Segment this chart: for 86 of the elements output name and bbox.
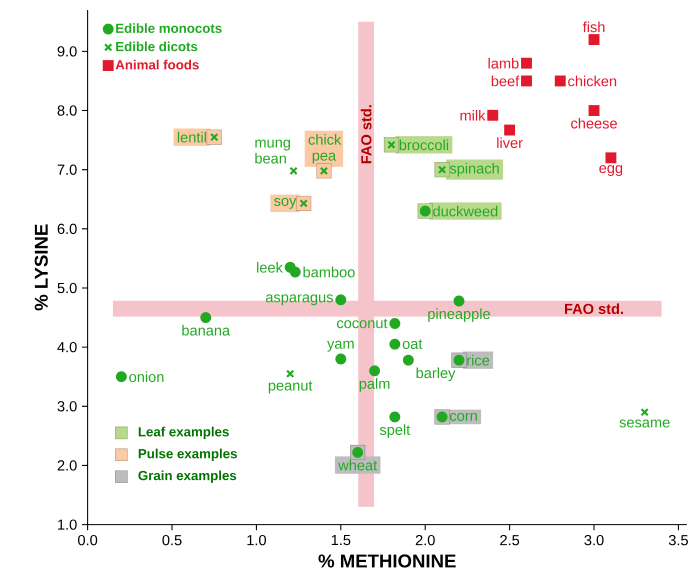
annotation: leek [257, 262, 283, 272]
annotation: pineapple [428, 308, 490, 322]
annotation: asparagus [266, 294, 333, 306]
x-tick-label: 3.5 [668, 534, 688, 546]
annotation: peanut [268, 380, 312, 394]
annotation: duckweed [433, 206, 498, 216]
y-tick-label: 6.0 [58, 224, 77, 234]
ref-line-label: FAO std. [564, 303, 624, 314]
y-tick-label: 7.0 [58, 164, 77, 175]
point [290, 266, 301, 278]
annotation: egg [599, 165, 622, 176]
annotation: chicken [568, 75, 616, 86]
y-axis-title: % LYSINE [34, 224, 48, 310]
annotation: corn [450, 412, 477, 421]
annotation: milk [460, 110, 486, 120]
y-tick-label: 1.0 [58, 519, 77, 530]
point [300, 199, 308, 208]
annotation: rice [467, 354, 490, 366]
y-tick-label: 8.0 [58, 105, 77, 116]
ref-line-label: FAO std. [360, 105, 372, 164]
y-tick-label: 2.0 [58, 460, 77, 470]
y-tick-label: 9.0 [58, 46, 77, 56]
legend-label: Animal foods [116, 60, 199, 70]
point [521, 58, 532, 68]
point [389, 411, 400, 422]
x-tick-label: 3.0 [584, 534, 604, 546]
annotation: lentil [178, 132, 206, 142]
annotation: barley [416, 367, 456, 381]
point [335, 353, 346, 364]
legend-label: Edible monocots [116, 23, 222, 33]
point [487, 110, 498, 121]
annotation: mung bean [255, 139, 290, 164]
point [335, 294, 346, 306]
point [369, 365, 380, 376]
point [389, 338, 400, 350]
annotation: lamb [488, 58, 519, 68]
annotation: broccoli [400, 139, 448, 150]
point [402, 354, 414, 366]
point [605, 152, 616, 164]
annotation: cheese [571, 118, 617, 128]
x-tick-label: 2.0 [416, 534, 435, 546]
x-tick-label: 1.0 [247, 534, 266, 546]
x-tick-label: 1.5 [332, 534, 350, 545]
annotation: fish [582, 21, 604, 32]
annotation: liver [497, 137, 523, 148]
x-tick-label: 0.0 [78, 534, 98, 546]
point [588, 34, 600, 45]
point [640, 408, 649, 416]
point [521, 75, 532, 86]
legend-label: Pulse examples [138, 448, 237, 461]
point [389, 318, 400, 329]
x-tick-label: 0.5 [162, 534, 182, 546]
legend-label: Edible dicots [116, 41, 198, 52]
annotation: yam [327, 340, 354, 352]
point [116, 371, 127, 382]
annotation: chick pea [308, 134, 342, 164]
annotation: soy [274, 198, 296, 209]
y-tick-label: 4.0 [57, 342, 77, 352]
annotation: wheat [338, 460, 378, 470]
point [200, 312, 212, 323]
point [554, 75, 566, 86]
point [286, 369, 294, 378]
point [289, 166, 298, 175]
point [588, 104, 600, 116]
annotation: coconut [337, 318, 388, 328]
point [454, 295, 464, 306]
point [438, 165, 446, 174]
y-tick-label: 3.0 [58, 400, 77, 412]
point [210, 132, 218, 142]
annotation: onion [129, 371, 164, 382]
x-tick-label: 2.5 [500, 534, 520, 546]
annotation: sesame [620, 419, 670, 428]
point [387, 140, 396, 149]
x-axis-title: % METHIONINE [318, 554, 456, 568]
point [320, 166, 328, 175]
y-tick-label: 5.0 [58, 282, 77, 293]
annotation: spelt [380, 424, 410, 438]
legend-label: Leaf examples [138, 426, 229, 439]
annotation: spinach [450, 162, 499, 176]
annotation: banana [182, 324, 230, 336]
annotation: palm [360, 378, 390, 392]
point [504, 124, 516, 136]
annotation: bamboo [303, 266, 355, 278]
legend-label: Grain examples [138, 470, 236, 483]
annotation: beef [492, 75, 520, 86]
annotation: oat [402, 339, 422, 349]
